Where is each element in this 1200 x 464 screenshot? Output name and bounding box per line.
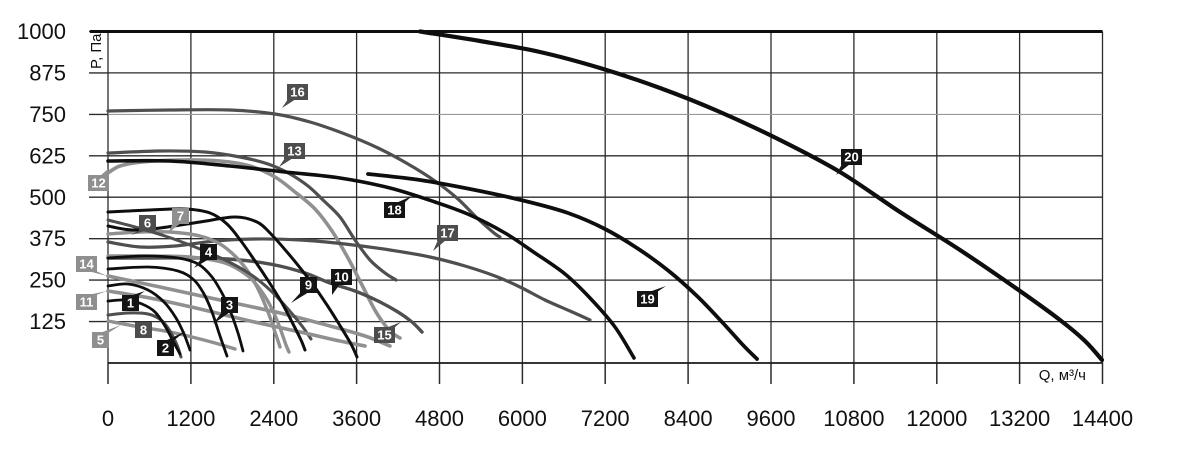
svg-text:18: 18 bbox=[387, 203, 401, 218]
svg-text:12: 12 bbox=[91, 176, 105, 191]
svg-text:125: 125 bbox=[29, 309, 66, 334]
svg-text:19: 19 bbox=[640, 292, 654, 307]
svg-text:375: 375 bbox=[29, 226, 66, 251]
svg-text:500: 500 bbox=[29, 185, 66, 210]
svg-text:7: 7 bbox=[177, 209, 184, 224]
svg-text:10: 10 bbox=[334, 270, 348, 285]
svg-text:0: 0 bbox=[102, 406, 114, 431]
svg-text:1000: 1000 bbox=[17, 19, 66, 44]
svg-text:Q, м³/ч: Q, м³/ч bbox=[1039, 367, 1086, 384]
svg-text:625: 625 bbox=[29, 143, 66, 168]
svg-text:20: 20 bbox=[844, 150, 858, 165]
svg-text:P, Па: P, Па bbox=[88, 33, 105, 69]
svg-text:8400: 8400 bbox=[664, 406, 713, 431]
svg-text:9600: 9600 bbox=[747, 406, 796, 431]
svg-text:4800: 4800 bbox=[415, 406, 464, 431]
svg-text:1: 1 bbox=[127, 296, 134, 311]
svg-text:2: 2 bbox=[162, 341, 169, 356]
svg-text:13200: 13200 bbox=[989, 406, 1050, 431]
svg-text:10800: 10800 bbox=[823, 406, 884, 431]
svg-text:5: 5 bbox=[97, 333, 104, 348]
svg-text:9: 9 bbox=[305, 278, 312, 293]
svg-text:6000: 6000 bbox=[498, 406, 547, 431]
svg-text:15: 15 bbox=[377, 328, 391, 343]
svg-text:875: 875 bbox=[29, 60, 66, 85]
svg-text:14400: 14400 bbox=[1072, 406, 1133, 431]
svg-text:7200: 7200 bbox=[581, 406, 630, 431]
svg-text:17: 17 bbox=[440, 226, 454, 241]
svg-text:6: 6 bbox=[144, 216, 151, 231]
svg-text:12000: 12000 bbox=[906, 406, 967, 431]
svg-text:4: 4 bbox=[205, 245, 213, 260]
svg-text:11: 11 bbox=[80, 295, 94, 310]
svg-text:16: 16 bbox=[290, 85, 304, 100]
svg-text:3600: 3600 bbox=[332, 406, 381, 431]
svg-text:13: 13 bbox=[287, 144, 301, 159]
svg-text:3: 3 bbox=[226, 298, 233, 313]
svg-text:750: 750 bbox=[29, 102, 66, 127]
svg-text:1200: 1200 bbox=[166, 406, 215, 431]
svg-text:2400: 2400 bbox=[249, 406, 298, 431]
svg-text:250: 250 bbox=[29, 268, 66, 293]
svg-text:14: 14 bbox=[79, 257, 94, 272]
svg-text:8: 8 bbox=[140, 323, 147, 338]
